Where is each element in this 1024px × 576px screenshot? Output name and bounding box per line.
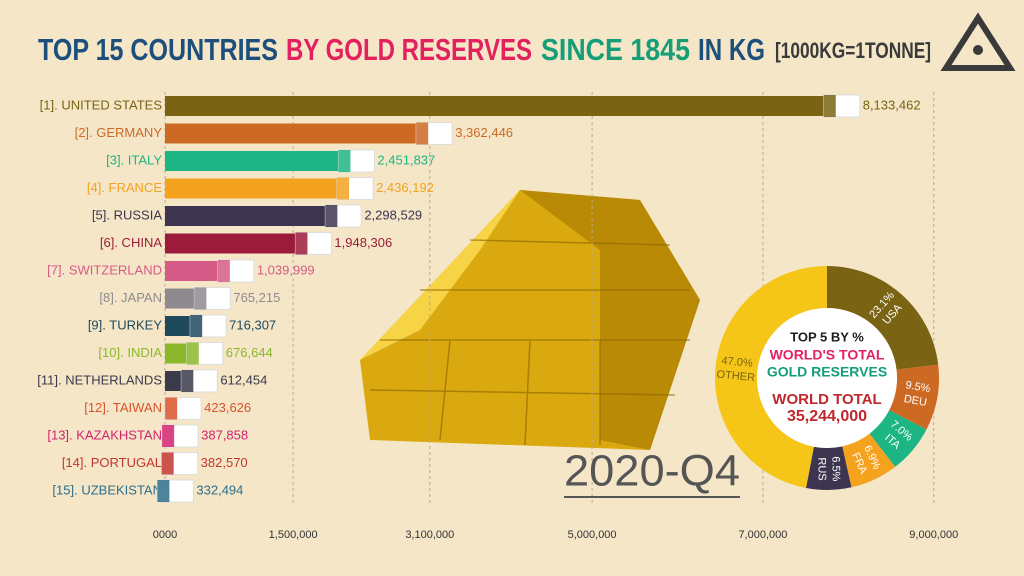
donut-slice [842,433,896,488]
category-label: [7]. SWITZERLAND [47,262,162,277]
value-label: 423,626 [204,400,251,415]
slice-label: 6.5%RUS [815,456,841,481]
value-label: 1,039,999 [257,262,315,277]
x-tick-label: 5,000,000 [568,529,617,541]
center-text: TOP 5 BY % [790,329,864,344]
flag-stripe [416,122,429,145]
x-tick-label: 3,100,000 [405,529,454,541]
slice-value-label: 47.0% [721,355,753,370]
flag-stripe [165,397,178,420]
category-label: [15]. UZBEKISTAN [52,482,162,497]
category-label: [1]. UNITED STATES [40,97,163,112]
donut-slice [715,266,827,489]
bar [165,151,375,171]
flag-stripe [162,425,175,447]
slice-value-label: 9.5% [904,379,931,395]
value-label: 676,644 [226,345,273,360]
category-label: [6]. CHINA [100,235,162,250]
center-text: GOLD RESERVES [767,364,887,380]
center-text: WORLD TOTAL [772,391,881,408]
value-label: 2,298,529 [364,207,422,222]
value-label: 2,436,192 [376,180,434,195]
x-tick-label: 1,500,000 [269,529,318,541]
donut-slice [869,410,927,467]
center-text: 35,244,000 [787,408,867,425]
x-tick-label: 9,000,000 [909,529,958,541]
category-label: [13]. KAZAKHSTAN [47,427,162,442]
category-label: [11]. NETHERLANDS [37,372,162,387]
value-label: 765,215 [233,290,280,305]
category-label: [3]. ITALY [106,152,162,167]
category-label: [4]. FRANCE [87,180,162,195]
center-text: WORLD'S TOTAL [770,347,885,363]
flag-stripe [181,370,194,392]
value-label: 382,570 [201,455,248,470]
category-label: [12]. TAIWAN [84,400,162,415]
slice-name: RUS [815,457,827,480]
donut-slice [889,364,939,430]
bar [165,96,860,116]
flag-stripe [337,177,350,200]
value-label: 387,858 [201,427,248,442]
flag-stripe [823,95,836,117]
value-label: 332,494 [196,482,243,497]
category-label: [9]. TURKEY [88,317,163,332]
category-label: [8]. JAPAN [99,290,162,305]
value-label: 1,948,306 [334,235,392,250]
flag-stripe [161,452,174,475]
flag-stripe [157,480,170,502]
chart-title: [1000KG=1TONNE] [775,38,931,63]
donut-slice [806,446,852,491]
x-tick-label: 0000 [153,529,177,541]
value-label: 3,362,446 [455,125,513,140]
x-tick-label: 7,000,000 [738,529,787,541]
chart-title: IN KG [698,32,765,67]
chart-title: SINCE 1845 [541,32,690,67]
flag-stripe [325,205,338,227]
chart-title: BY GOLD RESERVES [286,32,532,67]
flag-stripe [295,232,308,255]
value-label: 8,133,462 [863,97,921,112]
bar [165,206,362,226]
bar [165,123,453,144]
gold-pyramid [360,190,700,450]
flag-stripe [194,287,207,310]
bar [165,178,374,199]
slice-label: 9.5%DEU [903,379,932,409]
flag-stripe [338,150,351,172]
slice-label: 47.0%OTHER [716,355,756,385]
category-label: [14]. PORTUGAL [62,455,162,470]
donut-slice [827,266,939,370]
category-label: [5]. RUSSIA [92,207,162,222]
value-label: 612,454 [220,372,267,387]
category-label: [2]. GERMANY [75,125,163,140]
bar [165,233,332,254]
value-label: 2,451,837 [377,152,435,167]
donut-hole [757,308,897,448]
slice-value-label: 6.5% [829,456,841,481]
slice-name: DEU [903,393,928,409]
flag-stripe [217,260,230,282]
value-label: 716,307 [229,317,276,332]
flag-stripe [190,315,203,337]
logo [940,12,1016,71]
annotation: 2020-Q4 [564,447,740,496]
chart-title: TOP 15 COUNTRIES [38,32,278,67]
category-label: [10]. INDIA [98,345,162,360]
flag-stripe [186,342,199,365]
slice-name: OTHER [716,369,756,385]
